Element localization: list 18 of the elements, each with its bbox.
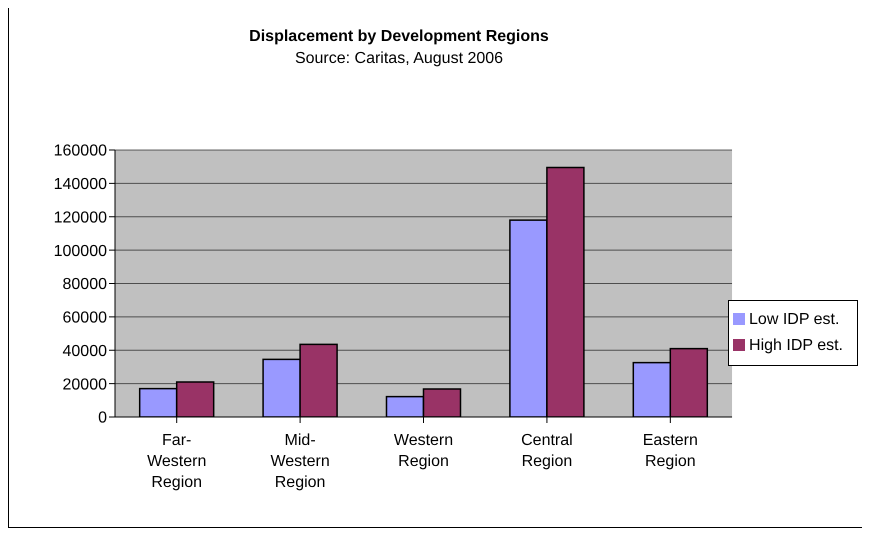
- chart-title: Displacement by Development Regions: [248, 28, 550, 46]
- y-tick-label: 80000: [62, 276, 108, 294]
- y-tick-label: 160000: [54, 142, 108, 160]
- y-tick-label: 140000: [54, 176, 108, 194]
- x-tick-label: Eastern Region: [642, 432, 698, 470]
- y-tick-label: 100000: [54, 242, 108, 260]
- y-tick-label: 20000: [62, 376, 108, 394]
- y-tick-label: 120000: [54, 209, 108, 226]
- y-tick-label: 0: [98, 410, 108, 427]
- x-tick-label: Far-Western Region: [147, 432, 206, 491]
- x-tick-label: Central Region: [521, 432, 573, 470]
- x-tick-label: Western Region: [394, 432, 454, 470]
- legend-label: Low IDP est.: [749, 310, 840, 328]
- y-tick-label: 60000: [62, 310, 108, 327]
- legend-label: High IDP est.: [749, 336, 843, 354]
- x-tick-label: Mid-Western Region: [270, 432, 330, 491]
- chart-subtitle: Source: Caritas, August 2006: [294, 50, 504, 68]
- y-tick-label: 40000: [62, 342, 108, 360]
